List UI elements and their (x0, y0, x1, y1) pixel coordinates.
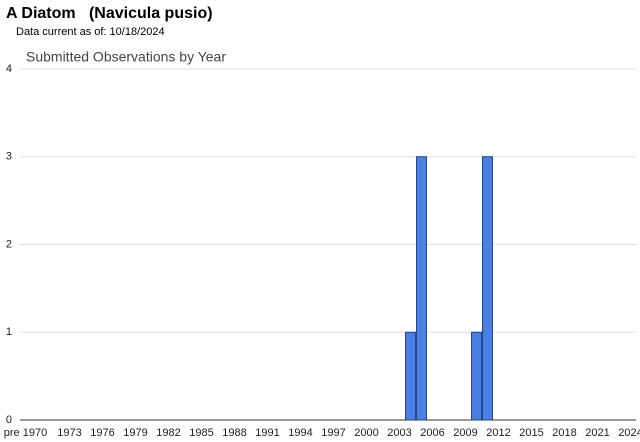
y-tick-label: 1 (6, 326, 12, 338)
x-tick-label: 1994 (288, 427, 312, 439)
x-tick-label: 2021 (585, 427, 609, 439)
x-tick-label: 1973 (57, 427, 81, 439)
x-tick-label: 1982 (156, 427, 180, 439)
y-tick-label: 4 (6, 63, 12, 75)
x-tick-label: 2018 (552, 427, 576, 439)
x-tick-label: 2006 (420, 427, 444, 439)
chart-title: Submitted Observations by Year (26, 49, 226, 65)
bar (482, 156, 493, 421)
x-tick-label: 1997 (321, 427, 345, 439)
bar (405, 331, 416, 421)
x-tick-label: 1979 (123, 427, 147, 439)
x-tick-label: 2015 (519, 427, 543, 439)
bar (416, 156, 427, 421)
y-tick-label: 0 (6, 414, 12, 426)
bar (471, 331, 482, 421)
y-tick-label: 3 (6, 151, 12, 163)
x-tick-label: pre 1970 (4, 427, 47, 439)
x-tick-label: 1991 (255, 427, 279, 439)
x-tick-label: 2012 (486, 427, 510, 439)
page-title: A Diatom (Navicula pusio) (6, 5, 213, 22)
x-tick-label: 1985 (189, 427, 213, 439)
x-tick-label: 2009 (453, 427, 477, 439)
y-tick-label: 2 (6, 238, 12, 250)
x-tick-label: 1976 (90, 427, 114, 439)
x-tick-label: 1988 (222, 427, 246, 439)
x-tick-label: 2003 (387, 427, 411, 439)
x-tick-label: 2000 (354, 427, 378, 439)
subtitle: Data current as of: 10/18/2024 (16, 26, 165, 38)
x-tick-label: 2024 (618, 427, 640, 439)
